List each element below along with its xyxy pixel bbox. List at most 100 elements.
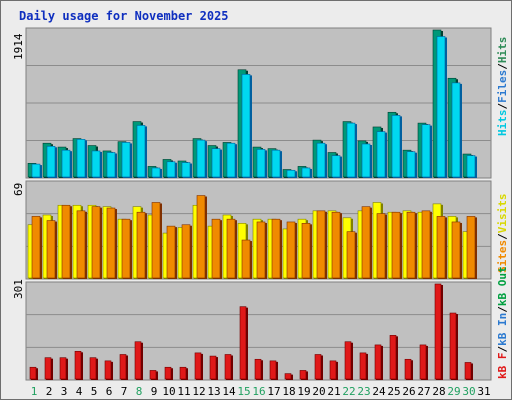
bar-kb-f-day-13 [209, 355, 217, 380]
bar-files-day-22 [346, 122, 356, 178]
bar-files-day-2 [46, 145, 56, 178]
bar-sites-day-2 [46, 220, 56, 279]
x-tick-label: 4 [76, 385, 83, 398]
x-tick-label: 26 [402, 385, 415, 398]
bar-sites-day-24 [376, 213, 386, 279]
x-tick-label: 22 [342, 385, 355, 398]
x-tick-label: 19 [297, 385, 310, 398]
bar-kb-f-day-26 [404, 358, 412, 380]
bar-files-day-4 [76, 139, 86, 178]
x-tick-label: 24 [372, 385, 386, 398]
x-tick-label: 10 [162, 385, 175, 398]
x-tick-label: 8 [136, 385, 143, 398]
legend-sep: / [496, 306, 509, 313]
bar-kb-f-day-7 [119, 354, 127, 380]
legend-hits: Hits [496, 109, 509, 137]
legend-visits: Visits [496, 193, 509, 234]
bar-sites-day-5 [91, 206, 101, 279]
bar-kb-f-day-18 [284, 373, 292, 380]
bar-files-day-20 [316, 142, 326, 178]
bar-kb-f-day-22 [344, 341, 352, 380]
bar-sites-day-18 [286, 221, 296, 279]
x-tick-label: 11 [177, 385, 190, 398]
x-tick-label: 17 [267, 385, 280, 398]
bar-sites-day-9 [151, 202, 161, 279]
bar-sites-day-7 [121, 218, 131, 279]
x-tick-label: 16 [252, 385, 265, 398]
bar-files-day-3 [61, 149, 71, 178]
bar-sites-day-4 [76, 210, 86, 279]
bar-kb-f-day-21 [329, 360, 337, 380]
bar-files-day-28 [436, 36, 446, 178]
bar-files-day-7 [121, 142, 131, 178]
legend-kbf: kB F [496, 352, 509, 380]
x-tick-label: 1 [31, 385, 38, 398]
bar-sites-day-10 [166, 225, 176, 279]
bar-files-day-6 [106, 152, 116, 178]
bar-sites-day-6 [106, 207, 116, 279]
bar-files-day-14 [226, 142, 236, 178]
legend-kbin: kB In [496, 312, 509, 346]
bar-sites-day-22 [346, 231, 356, 279]
x-tick-label: 29 [447, 385, 460, 398]
bar-files-day-10 [166, 161, 176, 178]
bar-files-day-9 [151, 167, 161, 178]
bar-kb-f-day-28 [434, 283, 442, 380]
bar-files-day-16 [256, 149, 266, 178]
bar-files-day-23 [361, 143, 371, 178]
x-tick-label: 12 [192, 385, 205, 398]
legend-sep: / [496, 102, 509, 110]
bar-files-day-17 [271, 149, 281, 178]
bar-files-day-11 [181, 162, 191, 178]
bar-sites-day-27 [421, 210, 431, 279]
bar-sites-day-1 [31, 216, 41, 279]
bar-kb-f-day-24 [374, 344, 382, 380]
bar-files-day-1 [31, 163, 41, 178]
bar-sites-day-13 [211, 218, 221, 279]
bar-kb-f-day-17 [269, 360, 277, 380]
x-tick-label: 6 [106, 385, 113, 398]
bar-sites-day-8 [136, 211, 146, 279]
x-tick-label: 14 [222, 385, 236, 398]
x-tick-label: 21 [327, 385, 340, 398]
bar-sites-day-21 [331, 211, 341, 279]
bar-kb-f-day-12 [194, 352, 202, 380]
bar-kb-f-day-5 [89, 357, 97, 380]
bar-sites-day-12 [196, 195, 206, 279]
legend-sep: / [496, 345, 509, 353]
bar-files-day-27 [421, 124, 431, 178]
bar-kb-f-day-3 [59, 357, 67, 380]
bar-sites-day-15 [241, 239, 251, 279]
top-legend: Hits/Files/Hits [496, 37, 509, 136]
bar-kb-f-day-10 [164, 366, 172, 380]
bar-kb-f-day-2 [44, 357, 52, 380]
bar-kb-f-day-29 [449, 312, 457, 380]
middle-legend: Sites/Visits [496, 194, 509, 274]
x-tick-label: 15 [237, 385, 250, 398]
bar-files-day-25 [391, 115, 401, 178]
x-tick-label: 23 [357, 385, 370, 398]
bar-sites-day-29 [451, 221, 461, 279]
bar-kb-f-day-23 [359, 352, 367, 380]
bar-files-day-8 [136, 125, 146, 178]
bar-kb-f-day-25 [389, 335, 397, 380]
bar-kb-f-day-16 [254, 358, 262, 380]
x-tick-label: 3 [61, 385, 68, 398]
bar-sites-day-3 [61, 204, 71, 279]
x-tick-label: 9 [151, 385, 158, 398]
x-tick-label: 27 [417, 385, 430, 398]
bar-kb-f-day-11 [179, 366, 187, 380]
bar-sites-day-28 [436, 216, 446, 279]
bar-files-day-18 [286, 169, 296, 178]
bar-sites-day-19 [301, 223, 311, 279]
bar-sites-day-16 [256, 221, 266, 279]
bar-files-day-5 [91, 150, 101, 178]
legend-hits-dark: Hits [496, 36, 509, 64]
bar-kb-f-day-14 [224, 354, 232, 380]
x-tick-label: 28 [432, 385, 445, 398]
x-tick-label: 31 [477, 385, 490, 398]
x-tick-label: 5 [91, 385, 98, 398]
bar-files-day-12 [196, 139, 206, 178]
bar-kb-f-day-19 [299, 370, 307, 380]
bar-sites-day-11 [181, 224, 191, 279]
